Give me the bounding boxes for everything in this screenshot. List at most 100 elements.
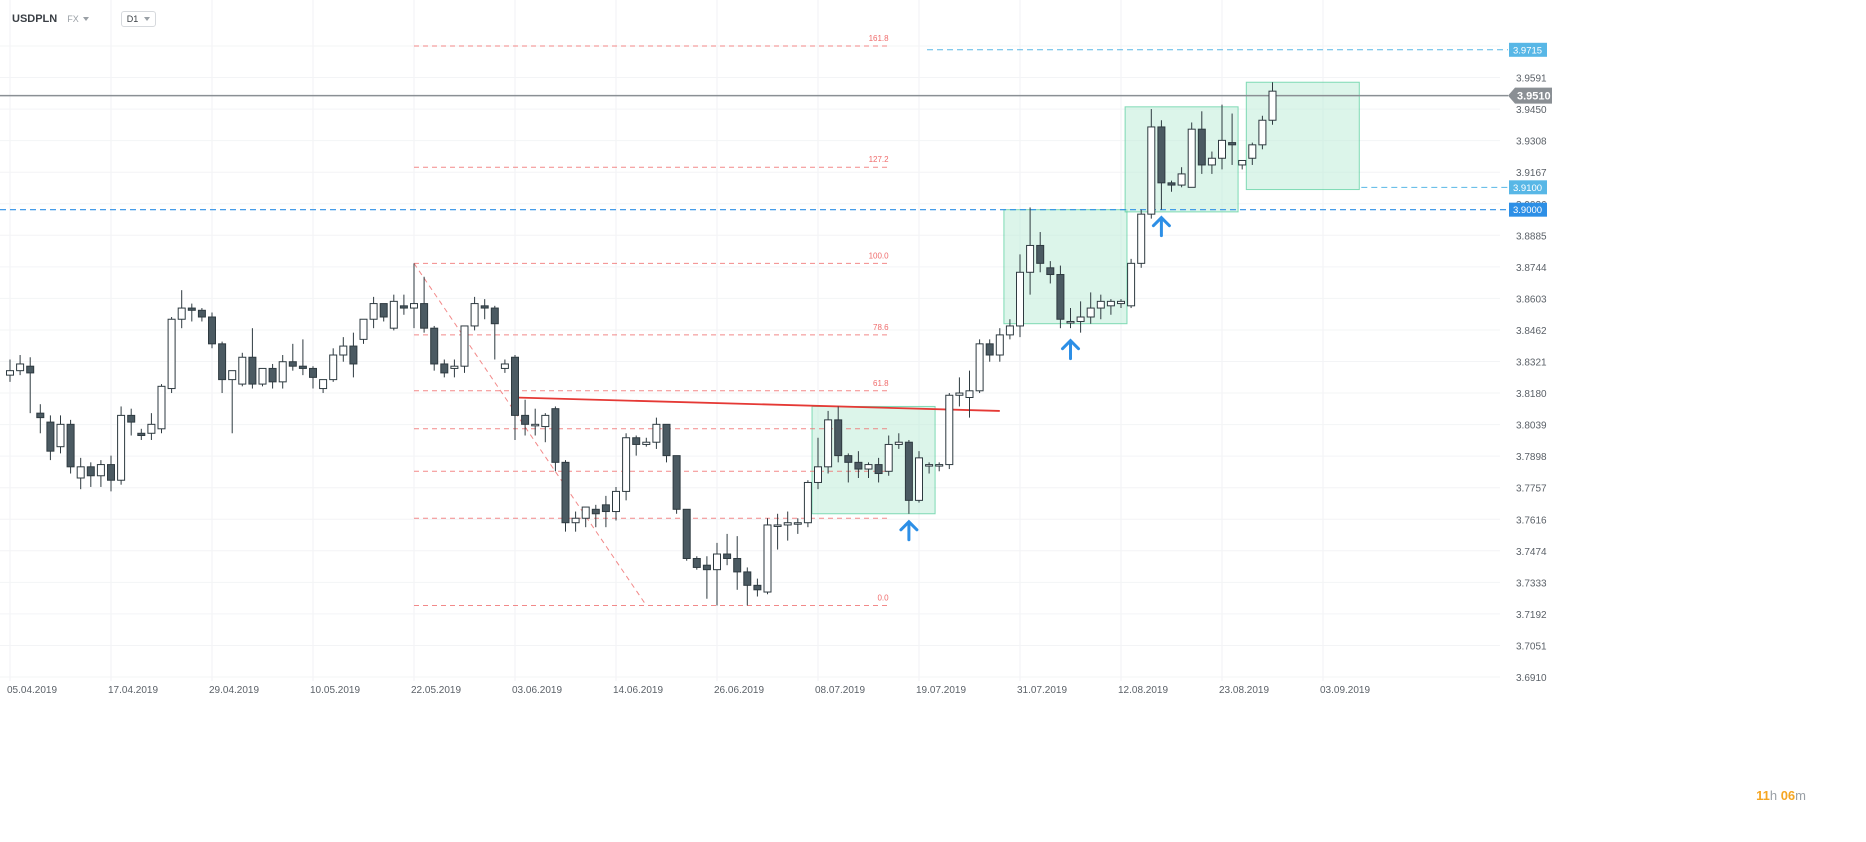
candle bbox=[1167, 180, 1176, 192]
candle bbox=[56, 415, 65, 454]
y-tick-label: 3.8603 bbox=[1516, 294, 1547, 305]
y-tick-label: 3.7898 bbox=[1516, 452, 1547, 463]
x-tick-label: 03.09.2019 bbox=[1320, 685, 1370, 696]
candle-body bbox=[844, 455, 853, 463]
range-box bbox=[811, 405, 936, 515]
candle-body bbox=[682, 508, 691, 559]
x-tick-label: 14.06.2019 bbox=[613, 685, 663, 696]
y-tick-label: 3.7333 bbox=[1516, 578, 1547, 589]
candle bbox=[814, 437, 822, 490]
candle bbox=[258, 367, 267, 387]
candle-body bbox=[470, 303, 479, 327]
candle bbox=[76, 457, 85, 490]
candle bbox=[460, 325, 469, 373]
candle bbox=[692, 556, 701, 570]
candle bbox=[1268, 82, 1277, 125]
up-arrow-icon bbox=[1151, 215, 1171, 238]
candle bbox=[238, 352, 247, 387]
chevron-down-icon bbox=[82, 17, 89, 21]
candle-body bbox=[187, 307, 196, 311]
candle-countdown: 11h 06m bbox=[1756, 788, 1806, 803]
candle bbox=[319, 379, 328, 394]
candle bbox=[884, 435, 893, 476]
candle bbox=[157, 384, 166, 434]
timeframe-label: D1 bbox=[126, 14, 139, 24]
candle bbox=[743, 567, 752, 606]
candle bbox=[470, 296, 479, 331]
candle-body bbox=[369, 303, 378, 320]
candle-body bbox=[298, 365, 307, 369]
candle-body bbox=[430, 327, 439, 365]
candle-body bbox=[1268, 90, 1277, 121]
candle-body bbox=[147, 423, 156, 434]
candle-body bbox=[379, 303, 388, 318]
candle bbox=[1197, 111, 1206, 174]
candle-body bbox=[632, 437, 641, 445]
y-tick-label: 3.8321 bbox=[1516, 358, 1547, 369]
candle bbox=[450, 359, 459, 378]
candle bbox=[167, 317, 176, 394]
candle bbox=[379, 303, 388, 322]
candle-body bbox=[127, 414, 136, 423]
candle bbox=[1046, 261, 1055, 284]
candle-body bbox=[248, 356, 257, 385]
candle-body bbox=[1106, 300, 1115, 307]
symbol-label[interactable]: USDPLN bbox=[12, 13, 58, 25]
candle bbox=[581, 506, 590, 528]
candle bbox=[521, 399, 530, 436]
x-tick-label: 10.05.2019 bbox=[310, 685, 360, 696]
candle bbox=[127, 408, 136, 436]
candle-body bbox=[702, 564, 711, 571]
candle-body bbox=[1056, 274, 1065, 320]
candle bbox=[369, 296, 378, 329]
candle-body bbox=[733, 557, 742, 573]
candle-body bbox=[167, 318, 176, 390]
candle bbox=[854, 451, 863, 478]
candle bbox=[1036, 232, 1045, 273]
candle-body bbox=[117, 414, 126, 481]
x-tick-label: 26.06.2019 bbox=[714, 685, 764, 696]
price-level-tag bbox=[1509, 42, 1547, 57]
candle bbox=[561, 460, 570, 532]
candle bbox=[783, 511, 792, 541]
candle-body bbox=[783, 522, 792, 526]
candle bbox=[1026, 207, 1035, 295]
candle-body bbox=[773, 524, 782, 527]
x-tick-label: 08.07.2019 bbox=[815, 685, 865, 696]
candle-body bbox=[500, 363, 509, 369]
candle bbox=[349, 332, 358, 378]
candle-body bbox=[1036, 244, 1045, 264]
candle-body bbox=[460, 325, 469, 367]
candle-body bbox=[753, 584, 762, 591]
candle bbox=[440, 359, 449, 378]
price-level-tag bbox=[1509, 180, 1547, 195]
candle bbox=[541, 413, 550, 443]
price-level-label: 3.9000 bbox=[1513, 205, 1542, 216]
candle-body bbox=[1046, 267, 1055, 276]
candle-body bbox=[157, 385, 166, 430]
candle-body bbox=[278, 361, 287, 383]
candle bbox=[652, 417, 661, 449]
candle-body bbox=[1026, 244, 1035, 273]
market-selector[interactable]: FX bbox=[67, 14, 89, 24]
candle-body bbox=[36, 412, 45, 419]
candle-body bbox=[652, 423, 661, 443]
candle bbox=[682, 508, 691, 561]
candle bbox=[1076, 301, 1085, 333]
candle-body bbox=[814, 466, 822, 483]
candle-body bbox=[1157, 126, 1166, 184]
candle-body bbox=[945, 394, 954, 466]
candle bbox=[218, 341, 227, 394]
countdown-hours-unit: h bbox=[1769, 788, 1778, 803]
timeframe-selector[interactable]: D1 bbox=[120, 11, 157, 27]
candle bbox=[945, 393, 954, 470]
y-tick-label: 3.8039 bbox=[1516, 421, 1547, 432]
x-tick-label: 23.08.2019 bbox=[1219, 685, 1269, 696]
candle bbox=[622, 433, 631, 501]
x-tick-label: 17.04.2019 bbox=[108, 685, 158, 696]
candle bbox=[864, 462, 873, 478]
candle bbox=[248, 328, 257, 389]
candle-body bbox=[1147, 126, 1156, 215]
